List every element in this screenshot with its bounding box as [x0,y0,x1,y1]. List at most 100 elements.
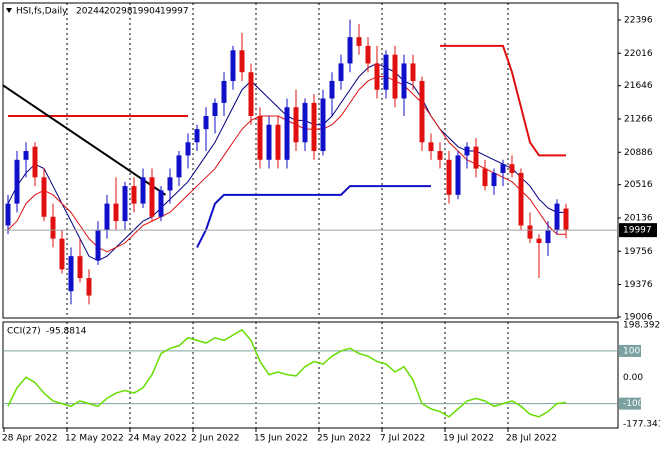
candle-body [140,177,146,204]
y-tick-label: 22016 [624,49,653,59]
y-tick-label: 20136 [624,213,653,223]
cci-level-box [619,344,641,357]
candle-body [248,72,254,117]
candle-body [104,203,110,230]
y-tick-label: 21646 [624,81,653,91]
x-tick-label: 19 Jul 2022 [443,434,494,444]
cci-tick-label: -100 [623,399,644,409]
candle-body [86,278,92,296]
y-tick-label: 20886 [624,148,653,158]
candle-body [194,129,200,143]
y-tick-label: 19756 [624,247,653,257]
candle-body [95,229,101,261]
candle-body [122,186,128,222]
x-tick-label: 24 May 2022 [128,434,187,444]
cci-line [7,328,567,418]
candle-body [563,208,569,231]
candle-body [419,80,425,143]
candle-body [347,37,353,64]
overlay-line [8,44,566,157]
last-low: 19904 [132,7,161,17]
x-tick-label: 28 Jul 2022 [506,434,557,444]
candle-body [50,216,56,239]
candle-body [212,102,218,117]
last-open: 20244 [76,7,105,17]
y-tick-label: 19006 [624,312,653,322]
y-tick-label: 22396 [624,15,653,25]
candle-body [113,203,119,222]
candle-body [77,256,83,279]
candle-body [293,107,299,143]
x-tick-label: 2 Jun 2022 [191,434,239,444]
candle-body [356,37,362,46]
cci-level-box [619,397,641,410]
x-tick-label: 7 Jul 2022 [380,434,425,444]
main-panel [2,2,619,319]
candle-body [437,151,443,160]
overlay-line [196,185,431,248]
trendline [2,84,167,196]
cci-tick-label: 198.3924 [623,321,660,331]
cci-last: -95.8814 [46,327,87,337]
candle-body [284,107,290,160]
candle-body [185,142,191,156]
candle-body [23,151,29,160]
y-tick-label: 20516 [624,180,653,190]
candle-body [473,146,479,169]
candle-body [221,80,227,103]
candle-body [257,116,263,160]
candle-body [59,238,65,270]
candle-body [230,50,236,81]
last-price-box [619,223,657,238]
cci-title: CCI(27) [7,327,41,337]
last-close: 19997 [160,7,189,17]
candle-body [302,102,308,143]
candle-body [536,238,542,244]
candle-body [203,116,209,130]
candle-body [320,98,326,152]
cci-tick-label: -177.341 [623,420,660,430]
x-tick-label: 28 Apr 2022 [2,434,58,444]
candle-body [14,159,20,204]
y-tick-label: 21266 [624,114,653,124]
candle-body [455,155,461,195]
candle-body [374,63,380,90]
candle-body [158,190,164,217]
candle-body [5,203,11,226]
candle-body [167,177,173,191]
candle-body [338,63,344,81]
candle-body [311,102,317,152]
candle-body [401,63,407,99]
candle-body [428,142,434,152]
cci-tick-label: 100 [623,346,640,356]
candle-body [554,203,560,230]
candle-body [527,225,533,239]
cci-panel [2,321,619,429]
candle-body [410,63,416,81]
candle-body [545,229,551,244]
last-high: 20298 [104,7,133,17]
candle-body [32,146,38,178]
y-tick-label: 19376 [624,280,653,290]
candle-body [329,80,335,99]
x-tick-label: 12 May 2022 [65,434,124,444]
candle-body [131,186,137,204]
candle-body [491,172,497,187]
candle-body [176,155,182,178]
candle-body [509,164,515,173]
candle-body [365,45,371,64]
candle-body [149,177,155,217]
candle-body [266,124,272,160]
candle-body [518,172,524,226]
candle-body [446,159,452,195]
candle-body [383,54,389,90]
last-price-label: 19997 [623,226,652,236]
cci-tick-label: 0.00 [623,373,643,383]
candle-body [500,164,506,173]
candle-body [482,168,488,187]
candle-body [275,124,281,160]
candle-body [392,54,398,99]
